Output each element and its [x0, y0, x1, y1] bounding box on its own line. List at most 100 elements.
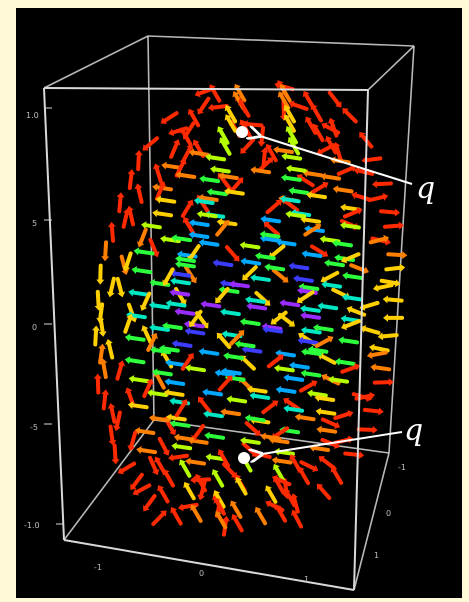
arrow-head: [312, 464, 319, 473]
arrow-head: [324, 259, 330, 268]
arrow-head: [169, 288, 175, 297]
arrow-shaft: [249, 387, 268, 394]
field-arrow: [159, 344, 180, 353]
field-arrow: [330, 466, 344, 485]
arrow-head: [127, 401, 134, 410]
field-arrow: [128, 375, 150, 384]
arrow-shaft: [226, 354, 245, 361]
arrow-shaft: [242, 243, 261, 250]
arrow-head: [302, 90, 310, 98]
field-arrow: [310, 103, 324, 123]
field-arrow: [265, 143, 278, 163]
arrow-head: [152, 183, 158, 192]
arrow-head: [194, 473, 202, 481]
field-arrow: [92, 325, 101, 347]
field-arrow: [273, 364, 295, 373]
bounding-box-back-edges: [43, 35, 415, 591]
field-arrow: [131, 266, 153, 275]
vector-arrows: [92, 80, 408, 537]
arrow-head: [304, 116, 312, 123]
box-edge: [63, 419, 155, 541]
arrow-shaft: [108, 276, 116, 295]
field-arrow: [283, 104, 296, 124]
arrow-shaft: [274, 466, 286, 483]
arrow-head: [178, 459, 186, 466]
arrow-shaft: [310, 347, 329, 354]
arrow-shaft: [127, 335, 146, 342]
arrow-head: [155, 195, 162, 204]
field-arrow: [366, 350, 388, 360]
field-arrow: [361, 156, 383, 165]
arrow-head: [327, 335, 334, 343]
arrow-head: [265, 143, 273, 151]
arrow-shaft: [142, 327, 153, 345]
arrow-head: [259, 230, 266, 239]
arrow-head: [341, 255, 348, 264]
arrow-shaft: [263, 217, 282, 224]
field-arrow: [200, 300, 222, 309]
arrow-shaft: [226, 189, 245, 196]
arrow-head: [98, 331, 107, 337]
arrow-shaft: [343, 109, 358, 124]
arrow-head: [187, 352, 194, 360]
arrow-head: [221, 330, 228, 339]
field-arrow: [334, 357, 356, 366]
field-arrow: [154, 456, 167, 475]
arrow-shaft: [292, 363, 310, 370]
field-arrow: [277, 91, 291, 110]
arrow-shaft: [169, 141, 179, 159]
arrow-shaft: [228, 179, 242, 194]
arrow-head: [98, 343, 107, 350]
field-arrow: [383, 313, 405, 322]
arrow-shaft: [327, 261, 345, 268]
box-edge: [63, 539, 355, 591]
point-label: q: [404, 413, 423, 448]
field-arrow: [257, 157, 274, 173]
arrow-head: [223, 352, 229, 360]
field-arrow: [321, 122, 341, 135]
arrow-head: [330, 156, 336, 165]
arrow-shaft: [291, 264, 310, 271]
field-arrow: [198, 396, 212, 414]
arrow-shaft: [191, 150, 210, 157]
arrow-shaft: [293, 210, 312, 218]
field-arrow: [290, 509, 304, 529]
field-arrow: [149, 323, 170, 332]
field-arrow: [151, 510, 167, 526]
arrow-head: [127, 169, 136, 175]
arrow-shaft: [323, 174, 342, 181]
arrow-shaft: [335, 187, 354, 194]
arrow-shaft: [168, 360, 186, 367]
field-arrow: [216, 332, 232, 350]
field-arrow: [275, 349, 296, 358]
field-arrow: [320, 270, 340, 283]
box-edge: [43, 87, 65, 541]
arrow-head: [250, 166, 256, 175]
field-arrow: [169, 419, 191, 428]
field-arrow: [283, 373, 305, 382]
field-arrow: [157, 436, 170, 456]
field-arrow: [312, 323, 334, 332]
arrow-head: [288, 320, 296, 327]
arrow-shaft: [291, 188, 310, 195]
arrow-head: [377, 332, 384, 341]
arrow-shaft: [278, 240, 297, 247]
box-edge: [388, 45, 415, 454]
arrow-head: [168, 128, 175, 137]
field-arrow: [239, 241, 261, 250]
field-arrow: [235, 477, 248, 496]
arrow-shaft: [98, 346, 105, 365]
arrow-head: [288, 186, 295, 195]
arrow-shaft: [299, 469, 311, 486]
arrow-shaft: [383, 223, 401, 229]
arrow-head: [152, 209, 158, 218]
field-arrow: [229, 329, 245, 346]
arrow-head: [333, 441, 340, 449]
arrow-shaft: [279, 93, 291, 110]
arrow-head: [279, 299, 285, 308]
arrow-head: [203, 410, 209, 419]
field-arrow: [271, 268, 289, 283]
field-arrow: [202, 388, 223, 397]
field-arrow: [254, 252, 276, 261]
arrow-shaft: [278, 387, 297, 394]
